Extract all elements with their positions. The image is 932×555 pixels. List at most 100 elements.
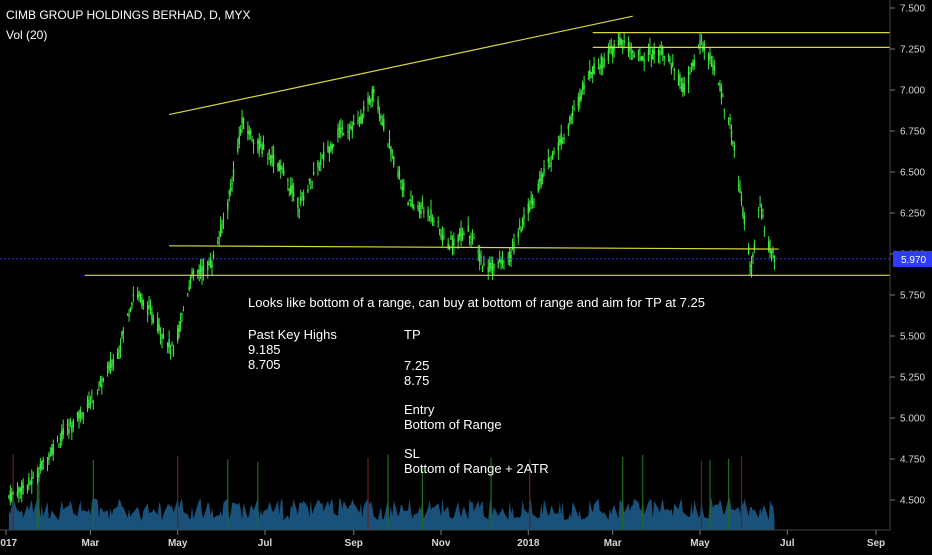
candle-body	[231, 182, 233, 185]
candle-body	[377, 100, 379, 110]
candle-body	[647, 50, 650, 60]
price-tag-box	[893, 250, 932, 267]
candle-body	[373, 89, 375, 94]
candle-body	[280, 165, 282, 170]
candle-body	[747, 246, 750, 254]
candle-body	[541, 174, 544, 178]
candle-body	[86, 399, 89, 410]
candle-body	[657, 49, 660, 56]
candle-body	[119, 346, 122, 349]
candle-body	[437, 221, 439, 223]
candle-body	[769, 248, 771, 253]
candle-body	[116, 352, 119, 359]
candle-body	[237, 146, 239, 152]
candle-body	[697, 47, 700, 49]
candle-body	[222, 220, 225, 222]
candle-body	[189, 277, 192, 284]
annotation-past-high-2: 8.705	[248, 357, 281, 372]
candle-body	[171, 343, 173, 345]
candle-body	[700, 38, 703, 40]
candle-body	[743, 215, 746, 224]
candle-body	[463, 233, 465, 236]
candle-body	[118, 349, 120, 353]
candle-body	[92, 400, 94, 403]
candle-body	[749, 264, 751, 267]
candle-body	[440, 233, 442, 237]
candle-body	[411, 203, 414, 206]
candle-body	[257, 140, 259, 144]
candle-body	[699, 40, 701, 48]
candle-body	[447, 243, 449, 249]
candle-body	[148, 305, 150, 308]
candle-body	[41, 460, 43, 470]
candle-body	[272, 154, 275, 165]
candle-body	[271, 155, 273, 159]
y-tick-label: 5.250	[900, 373, 925, 384]
candle-body	[12, 493, 14, 495]
candle-body	[590, 72, 592, 74]
candle-body	[717, 82, 720, 85]
candle-body	[46, 462, 49, 464]
candle-body	[493, 263, 495, 270]
candle-body	[301, 192, 303, 194]
candle-body	[529, 207, 531, 211]
candle-body	[367, 97, 369, 103]
candle-body	[473, 236, 475, 238]
x-tick-label: Jul	[780, 538, 795, 549]
candle-body	[610, 45, 612, 48]
candle-body	[348, 131, 351, 133]
candle-body	[388, 139, 391, 143]
candle-body	[202, 265, 205, 272]
candle-body	[400, 180, 402, 183]
candle-body	[22, 485, 24, 489]
trendline	[169, 245, 779, 250]
candle-body	[599, 67, 601, 69]
candle-body	[617, 40, 620, 46]
candle-body	[428, 216, 431, 218]
candle-body	[632, 50, 634, 53]
candle-body	[732, 141, 734, 144]
candle-body	[423, 210, 425, 212]
candle-body	[88, 399, 90, 408]
candle-body	[52, 443, 54, 454]
candle-body	[687, 72, 690, 84]
candle-body	[733, 146, 736, 151]
candle-body	[679, 75, 681, 82]
candle-body	[677, 74, 680, 86]
candle-body	[69, 422, 72, 424]
candle-body	[291, 184, 293, 193]
candle-body	[393, 156, 395, 166]
y-tick-label: 4.500	[900, 496, 925, 507]
candle-body	[307, 189, 309, 193]
candle-body	[759, 204, 761, 207]
candle-body	[19, 488, 22, 492]
candle-body	[609, 46, 611, 51]
candle-body	[168, 338, 170, 348]
candle-body	[49, 454, 52, 456]
candle-body	[571, 111, 574, 117]
candle-body	[533, 199, 535, 201]
candle-body	[278, 163, 281, 172]
candle-body	[368, 97, 371, 104]
candle-body	[182, 309, 185, 311]
candle-body	[99, 379, 102, 384]
candle-body	[601, 65, 604, 68]
candle-body	[633, 54, 635, 58]
candle-body	[219, 224, 222, 237]
candle-body	[357, 119, 359, 123]
candle-body	[98, 384, 100, 386]
candle-body	[543, 168, 545, 174]
candle-body	[177, 328, 179, 341]
candle-body	[138, 291, 140, 297]
candle-body	[560, 133, 562, 145]
y-tick-label: 5.000	[900, 414, 925, 425]
candle-body	[559, 139, 561, 144]
candle-body	[198, 269, 200, 274]
candle-body	[350, 126, 352, 129]
candle-body	[152, 318, 155, 323]
x-tick-label: Nov	[432, 538, 451, 549]
candle-body	[62, 428, 64, 435]
candle-body	[298, 209, 301, 212]
candle-body	[457, 235, 459, 243]
candle-body	[672, 62, 674, 67]
